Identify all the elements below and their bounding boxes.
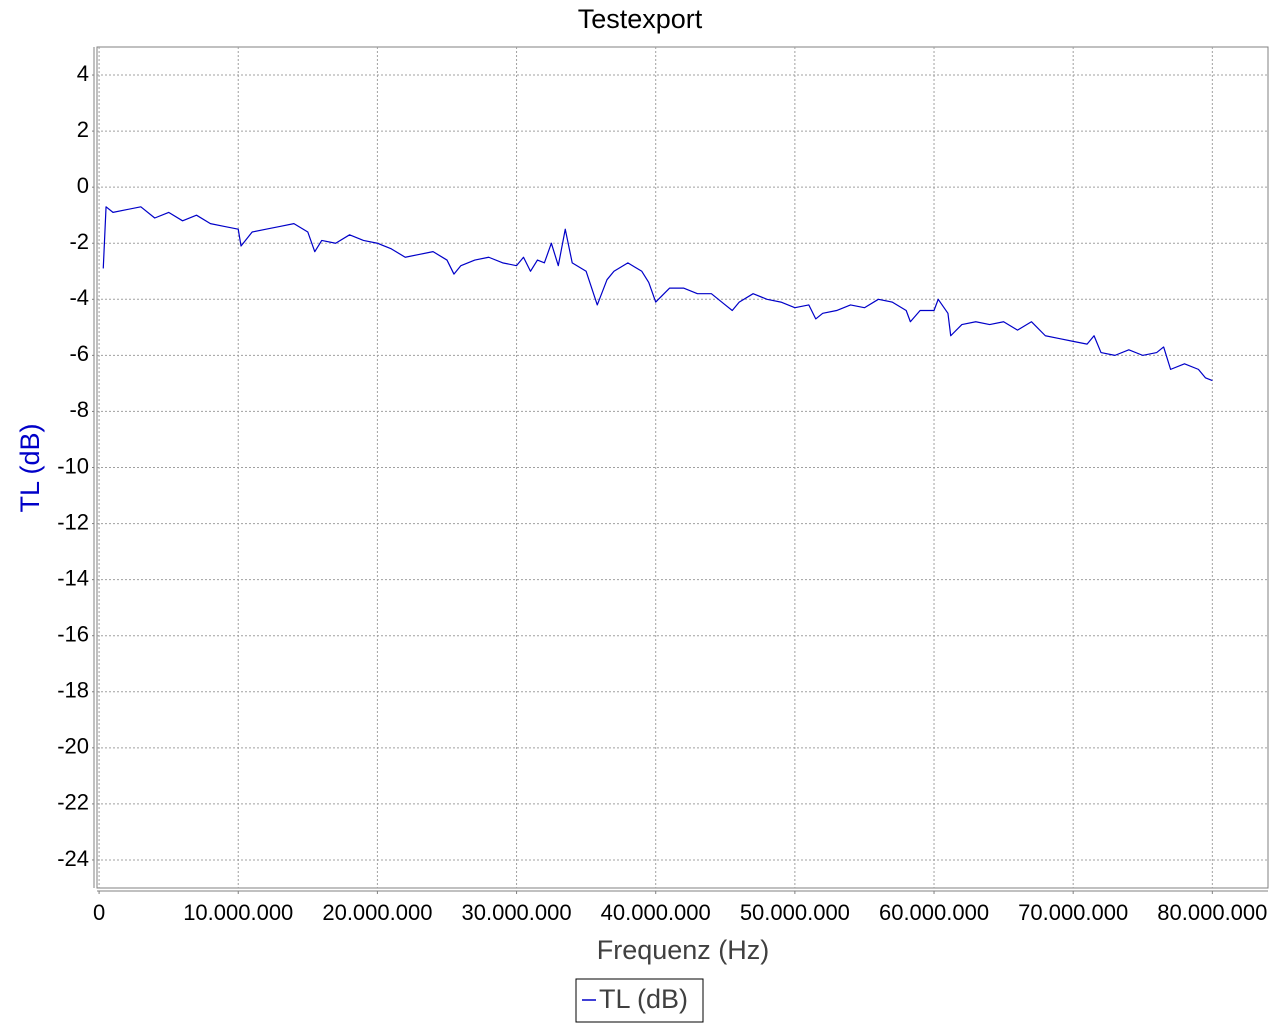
y-tick-label: 2 — [77, 117, 89, 142]
x-tick-label: 0 — [93, 900, 105, 925]
x-tick-label: 50.000.000 — [740, 900, 850, 925]
x-tick-label: 60.000.000 — [879, 900, 989, 925]
y-tick-label: -18 — [57, 678, 89, 703]
y-tick-label: -16 — [57, 622, 89, 647]
y-tick-label: 0 — [77, 173, 89, 198]
legend-box — [575, 978, 704, 1023]
y-tick-label: 4 — [77, 61, 89, 86]
x-tick-label: 80.000.000 — [1157, 900, 1267, 925]
y-tick-label: -6 — [69, 341, 89, 366]
y-tick-label: -2 — [69, 229, 89, 254]
x-tick-label: 10.000.000 — [183, 900, 293, 925]
x-tick-label: 20.000.000 — [322, 900, 432, 925]
x-tick-label: 40.000.000 — [601, 900, 711, 925]
y-tick-label: -10 — [57, 453, 89, 478]
legend: TL (dB) — [575, 978, 704, 1023]
legend-label: TL (dB) — [599, 984, 688, 1014]
x-axis-label: Frequenz (Hz) — [597, 935, 770, 965]
x-tick-label: 70.000.000 — [1018, 900, 1128, 925]
data-line — [102, 206, 1213, 382]
y-tick-label: -8 — [69, 397, 89, 422]
chart-title: Testexport — [578, 4, 703, 34]
y-tick-label: -4 — [69, 285, 89, 310]
y-tick-label: -14 — [57, 565, 89, 590]
y-tick-label: -20 — [57, 734, 89, 759]
y-tick-label: -12 — [57, 509, 89, 534]
y-axis-label: TL (dB) — [15, 423, 45, 512]
x-tick-label: 30.000.000 — [462, 900, 572, 925]
y-tick-label: -22 — [57, 790, 89, 815]
y-tick-label: -24 — [57, 846, 89, 871]
